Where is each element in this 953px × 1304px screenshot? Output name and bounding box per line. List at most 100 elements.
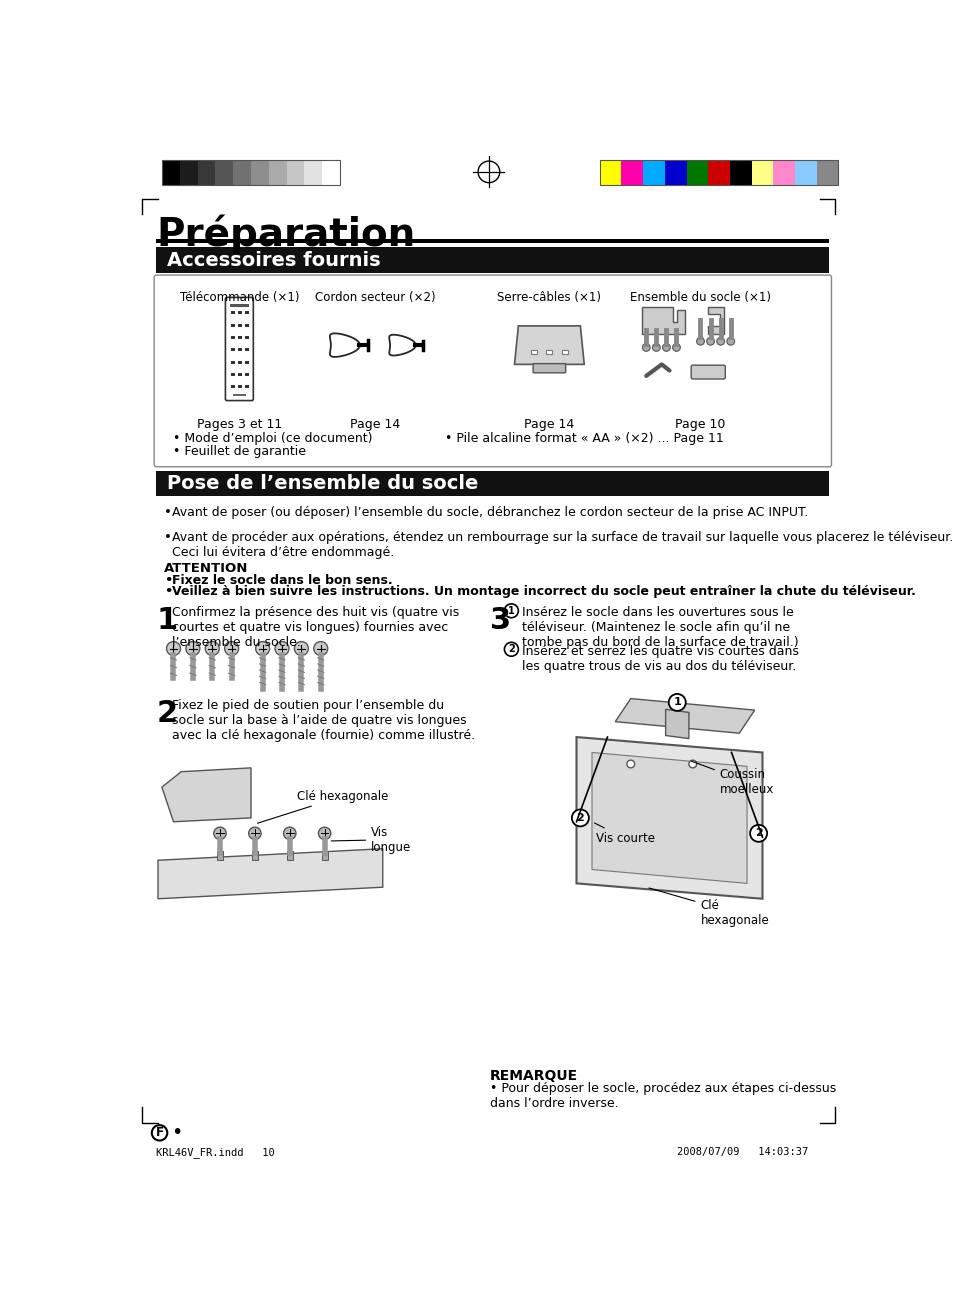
Text: Avant de procéder aux opérations, étendez un rembourrage sur la surface de trava: Avant de procéder aux opérations, étende… — [172, 531, 952, 558]
Bar — [156, 471, 828, 496]
Text: F: F — [155, 1127, 163, 1140]
Bar — [156, 239, 828, 243]
Text: Coussin
moelleux: Coussin moelleux — [691, 762, 774, 795]
Text: 3: 3 — [489, 606, 510, 635]
Polygon shape — [514, 326, 583, 364]
Bar — [599, 160, 838, 185]
Bar — [231, 336, 235, 339]
Circle shape — [668, 694, 685, 711]
Text: 2: 2 — [754, 828, 761, 838]
Bar — [620, 160, 642, 185]
Text: •: • — [164, 531, 172, 544]
Text: Page 10: Page 10 — [675, 419, 725, 432]
Bar — [162, 160, 340, 185]
Bar — [245, 360, 249, 364]
Text: Fixez le pied de soutien pour l’ensemble du
socle sur la base à l’aide de quatre: Fixez le pied de soutien pour l’ensemble… — [172, 699, 475, 742]
Bar — [686, 160, 707, 185]
Text: REMARQUE: REMARQUE — [489, 1069, 578, 1082]
Bar — [245, 323, 249, 326]
Text: 2: 2 — [156, 699, 177, 728]
Circle shape — [749, 825, 766, 842]
Text: • Pile alcaline format « AA » (×2) ... Page 11: • Pile alcaline format « AA » (×2) ... P… — [444, 432, 722, 445]
Circle shape — [283, 827, 295, 840]
Circle shape — [696, 338, 703, 346]
Bar — [707, 160, 729, 185]
Text: Veillez à bien suivre les instructions. Un montage incorrect du socle peut entra: Veillez à bien suivre les instructions. … — [172, 585, 915, 599]
Bar — [233, 160, 251, 185]
Text: •: • — [164, 506, 172, 519]
Circle shape — [641, 343, 649, 351]
Bar — [245, 336, 249, 339]
Circle shape — [249, 827, 261, 840]
Text: Vis courte: Vis courte — [594, 823, 654, 845]
Text: Fixez le socle dans le bon sens.: Fixez le socle dans le bon sens. — [172, 574, 393, 587]
Bar — [794, 160, 816, 185]
Bar — [245, 373, 249, 376]
Bar — [322, 160, 340, 185]
Bar — [245, 385, 249, 389]
Text: Télécommande (×1): Télécommande (×1) — [179, 291, 299, 304]
Text: •: • — [171, 1123, 182, 1142]
Text: ATTENTION: ATTENTION — [164, 562, 249, 575]
Text: Cordon secteur (×2): Cordon secteur (×2) — [314, 291, 435, 304]
Text: Préparation: Préparation — [156, 214, 416, 254]
Text: Pages 3 et 11: Pages 3 et 11 — [196, 419, 282, 432]
Text: 2008/07/09   14:03:37: 2008/07/09 14:03:37 — [677, 1146, 807, 1157]
Text: Pose de l’ensemble du socle: Pose de l’ensemble du socle — [167, 473, 478, 493]
Circle shape — [205, 642, 219, 656]
Bar — [286, 160, 304, 185]
Bar — [816, 160, 838, 185]
FancyBboxPatch shape — [154, 275, 831, 467]
Bar — [773, 160, 794, 185]
FancyBboxPatch shape — [533, 364, 565, 373]
Polygon shape — [615, 699, 754, 733]
Text: Insérez et serrez les quatre vis courtes dans
les quatre trous de vis au dos du : Insérez et serrez les quatre vis courtes… — [521, 644, 799, 673]
Text: •: • — [164, 585, 172, 599]
Circle shape — [274, 642, 289, 656]
Bar — [230, 304, 249, 306]
Text: • Feuillet de garantie: • Feuillet de garantie — [173, 445, 306, 458]
Circle shape — [318, 827, 331, 840]
Circle shape — [186, 642, 199, 656]
Bar — [729, 160, 751, 185]
Text: Vis
longue: Vis longue — [331, 825, 411, 854]
Text: Clé
hexagonale: Clé hexagonale — [648, 888, 768, 927]
Circle shape — [688, 760, 696, 768]
Text: Serre-câbles (×1): Serre-câbles (×1) — [497, 291, 600, 304]
Bar — [252, 852, 257, 861]
Text: •: • — [164, 574, 172, 587]
Text: 1: 1 — [508, 606, 515, 615]
Bar — [237, 323, 242, 326]
FancyBboxPatch shape — [225, 297, 253, 400]
Circle shape — [652, 343, 659, 351]
Bar — [561, 349, 567, 355]
FancyBboxPatch shape — [691, 365, 724, 379]
Circle shape — [672, 343, 679, 351]
Bar — [751, 160, 773, 185]
Bar — [237, 348, 242, 351]
Text: 1: 1 — [673, 698, 680, 707]
Bar — [179, 160, 197, 185]
Circle shape — [716, 338, 723, 346]
Bar — [286, 852, 293, 861]
Circle shape — [255, 642, 270, 656]
Polygon shape — [158, 849, 382, 898]
Bar — [245, 348, 249, 351]
Bar — [231, 348, 235, 351]
Circle shape — [314, 642, 328, 656]
Text: 2: 2 — [508, 644, 515, 655]
Bar — [162, 160, 179, 185]
Circle shape — [726, 338, 734, 346]
Bar — [231, 373, 235, 376]
Text: 1: 1 — [156, 606, 177, 635]
Bar — [251, 160, 269, 185]
Bar — [321, 852, 328, 861]
Bar — [237, 312, 242, 314]
Bar — [546, 349, 552, 355]
Bar — [304, 160, 322, 185]
Text: • Pour déposer le socle, procédez aux étapes ci-dessus
dans l’ordre inverse.: • Pour déposer le socle, procédez aux ét… — [489, 1082, 835, 1110]
Bar — [245, 312, 249, 314]
Bar — [269, 160, 286, 185]
Text: 2: 2 — [576, 812, 583, 823]
Circle shape — [167, 642, 180, 656]
